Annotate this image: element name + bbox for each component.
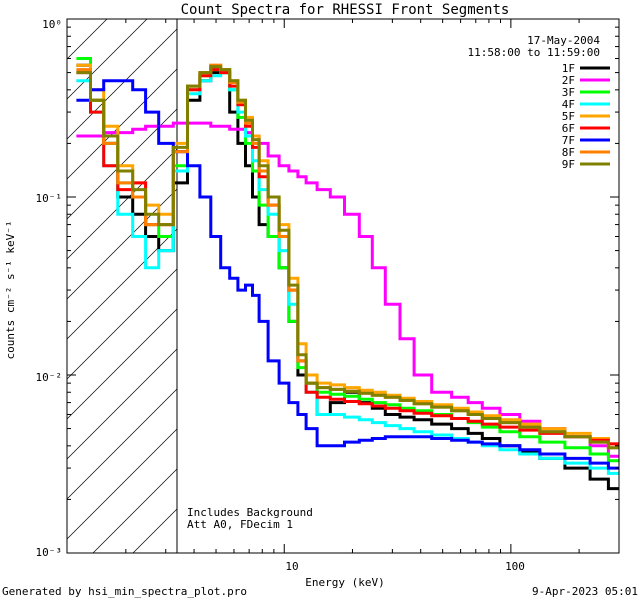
footer-generated-by: Generated by hsi_min_spectra_plot.pro — [2, 585, 247, 598]
plot-frame — [66, 18, 620, 554]
x-axis-label: Energy (keV) — [305, 576, 384, 589]
legend-label-9F: 9F — [562, 158, 575, 171]
hatch-line — [67, 108, 177, 220]
date-label: 17-May-2004 — [527, 34, 600, 47]
hatch-line — [92, 468, 177, 553]
legend-label-7F: 7F — [562, 134, 575, 147]
series-7F — [76, 79, 619, 470]
footer-timestamp: 9-Apr-2023 05:01 — [532, 585, 638, 598]
y-tick-label-3: 10⁻³ — [36, 546, 63, 559]
legend-label-3F: 3F — [562, 86, 575, 99]
legend-label-2F: 2F — [562, 74, 575, 87]
hatch-line — [67, 348, 177, 460]
hatch-line — [67, 428, 177, 540]
attenuated-region-hatch — [67, 19, 177, 553]
hatch-line — [67, 68, 177, 180]
hatch-line — [67, 388, 177, 500]
y-tick-label-2: 10⁻² — [36, 371, 63, 384]
axis-ticks — [67, 18, 620, 554]
hatch-line — [67, 268, 177, 380]
hatch-line — [67, 228, 177, 340]
series-9F — [76, 65, 619, 450]
time-range-label: 11:58:00 to 11:59:00 — [468, 46, 600, 59]
legend-label-8F: 8F — [562, 146, 575, 159]
hatch-line — [67, 188, 177, 300]
hatch-line — [67, 308, 177, 420]
legend-label-4F: 4F — [562, 98, 575, 111]
y-tick-label-0: 10⁰ — [42, 18, 62, 31]
chart-title: Count Spectra for RHESSI Front Segments — [181, 2, 510, 18]
x-tick-label-0: 10 — [285, 560, 298, 573]
annotation-background: Includes Background — [187, 506, 313, 519]
series-2F — [76, 121, 619, 458]
legend-label-1F: 1F — [562, 62, 575, 75]
hatch-line — [67, 28, 177, 140]
hatch-line — [132, 508, 177, 553]
annotation-attenuator: Att A0, FDecim 1 — [187, 518, 293, 531]
series-group — [76, 57, 619, 491]
x-tick-label-1: 100 — [505, 560, 525, 573]
hatch-line — [67, 148, 177, 260]
legend-label-6F: 6F — [562, 122, 575, 135]
y-tick-label-1: 10⁻¹ — [36, 192, 63, 205]
legend-label-5F: 5F — [562, 110, 575, 123]
y-axis-label: counts cm⁻² s⁻¹ keV⁻¹ — [4, 220, 17, 359]
